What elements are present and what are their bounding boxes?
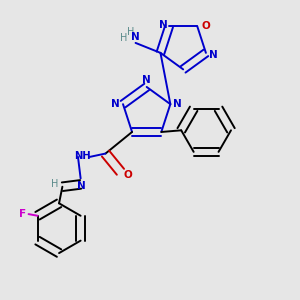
Text: O: O [123,170,132,180]
Text: N: N [77,181,86,191]
Text: N: N [159,20,167,29]
Text: F: F [19,209,26,219]
Text: H: H [120,33,128,43]
Text: N: N [173,99,182,109]
Text: N: N [142,75,151,85]
Text: N: N [209,50,218,59]
Text: NH: NH [74,151,91,161]
Text: H: H [51,179,59,189]
Text: H: H [127,27,134,37]
Text: O: O [201,21,210,31]
Text: N: N [111,99,120,109]
Text: N: N [130,32,139,42]
